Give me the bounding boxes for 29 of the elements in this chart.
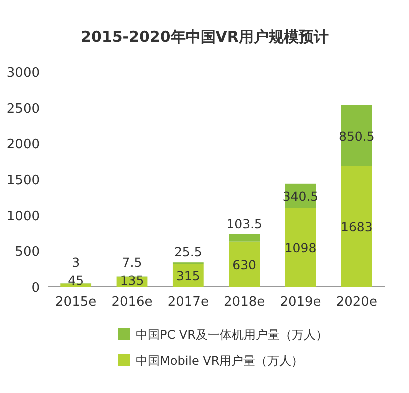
- y-tick-label: 500: [15, 245, 40, 260]
- y-tick-label: 3000: [6, 66, 40, 81]
- x-tick-label: 2015e: [56, 295, 97, 310]
- data-label: 3: [72, 255, 80, 270]
- y-tick-label: 2000: [6, 138, 40, 153]
- bar: [341, 166, 372, 287]
- data-label: 103.5: [226, 216, 262, 232]
- data-label: 630: [232, 257, 257, 272]
- data-label: 135: [120, 273, 144, 288]
- data-label: 1098: [284, 240, 317, 256]
- chart-title: 2015-2020年中国VR用户规模预计: [81, 28, 329, 46]
- x-tick-label: 2017e: [168, 295, 209, 310]
- data-label: 7.5: [122, 255, 142, 270]
- legend-label: 中国Mobile VR用户量（万人）: [136, 354, 304, 368]
- x-tick-label: 2016e: [112, 295, 153, 310]
- y-tick-label: 1000: [6, 209, 40, 224]
- data-label: 1683: [341, 220, 373, 235]
- bar: [229, 242, 260, 287]
- y-tick-label: 1500: [6, 174, 40, 188]
- x-tick-label: 2020e: [336, 295, 378, 310]
- x-tick-label: 2018e: [224, 295, 266, 310]
- legend-label: 中国PC VR及一体机用户量（万人）: [136, 328, 328, 342]
- data-label: 25.5: [174, 244, 202, 260]
- x-tick-label: 2019e: [280, 295, 322, 310]
- bar: [229, 234, 260, 242]
- y-tick-label: 2500: [6, 102, 40, 117]
- bar: [285, 208, 316, 287]
- y-tick-label: 0: [32, 281, 40, 296]
- data-label: 315: [176, 268, 200, 284]
